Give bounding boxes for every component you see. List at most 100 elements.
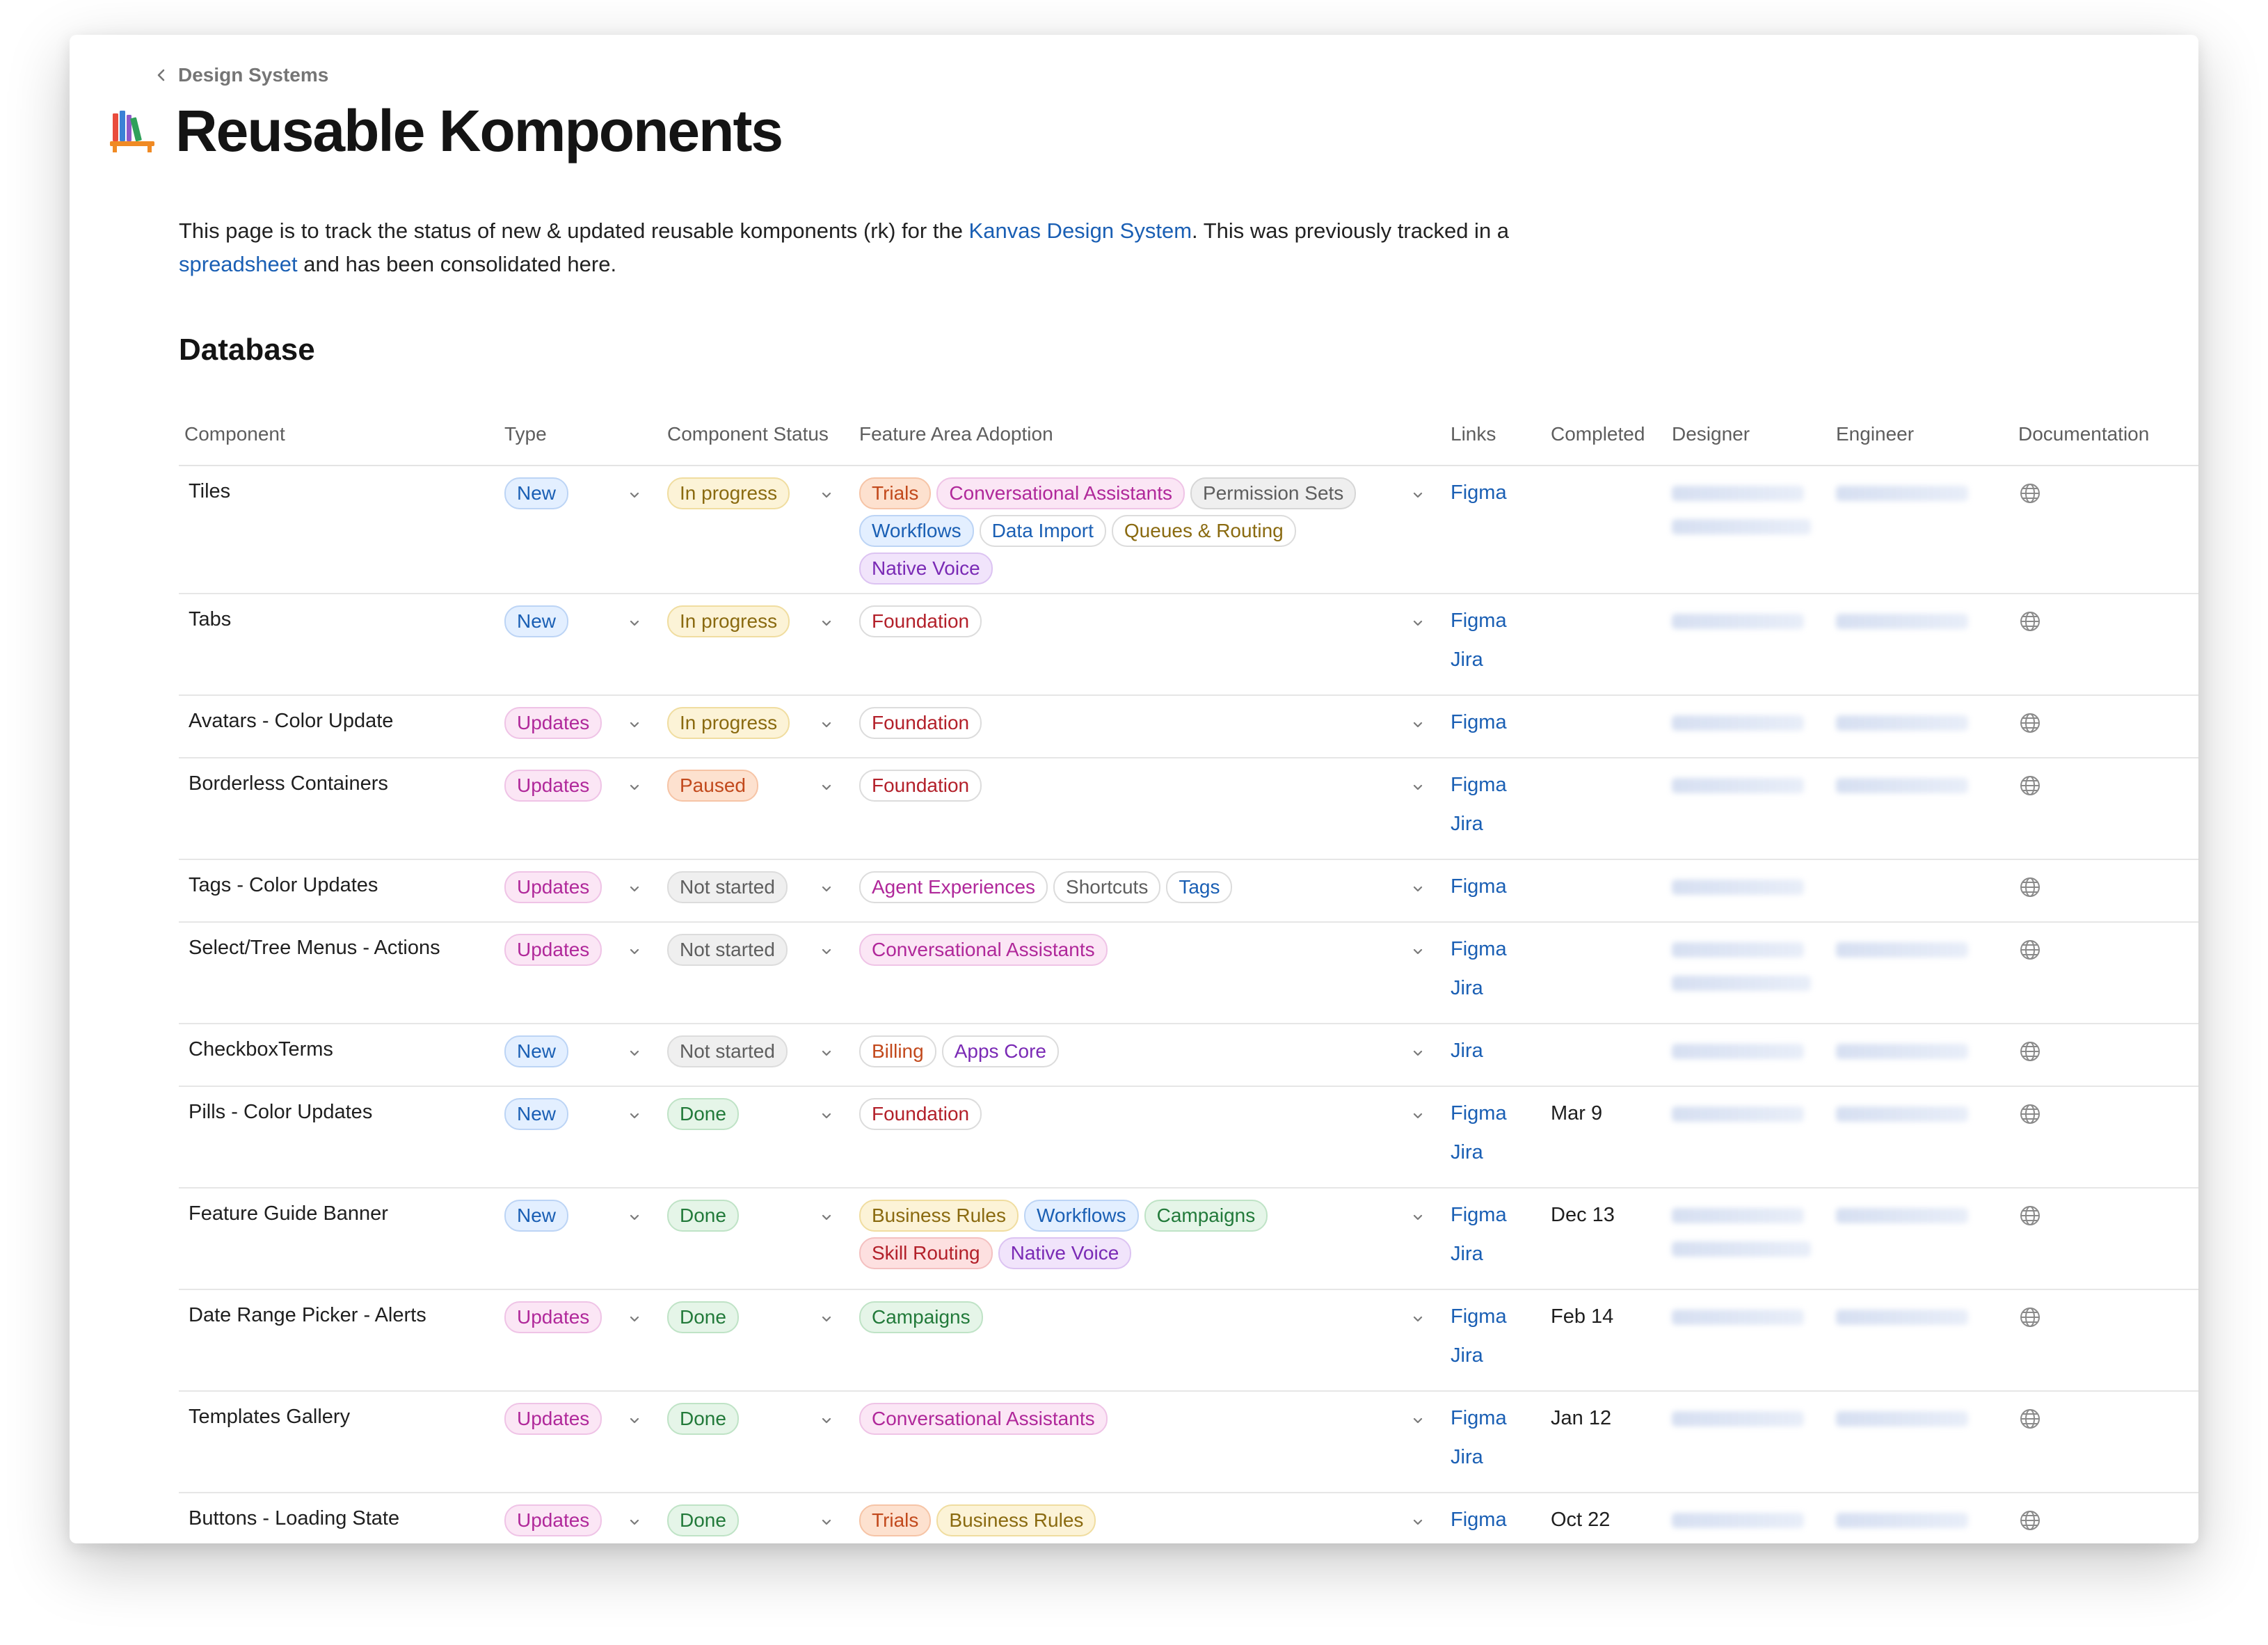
chevron-down-icon[interactable] — [819, 1514, 834, 1529]
chevron-down-icon[interactable] — [819, 1311, 834, 1326]
chevron-down-icon[interactable] — [627, 1514, 642, 1529]
feature-area-pill[interactable]: Conversational Assistants — [859, 934, 1108, 966]
globe-icon[interactable] — [2018, 482, 2042, 505]
breadcrumb[interactable]: Design Systems — [154, 60, 328, 90]
chevron-down-icon[interactable] — [819, 1045, 834, 1060]
table-row[interactable]: Borderless Containers Updates Paused Founda… — [179, 758, 2198, 860]
column-header-feature-area[interactable]: Feature Area Adoption — [859, 423, 1053, 445]
feature-area-pill[interactable]: Workflows — [1023, 1200, 1139, 1232]
chevron-down-icon[interactable] — [1410, 1209, 1426, 1225]
link-figma[interactable]: Figma — [1451, 1204, 1507, 1226]
chevron-down-icon[interactable] — [1410, 779, 1426, 795]
column-header-status[interactable]: Component Status — [667, 423, 829, 445]
feature-area-pill[interactable]: Business Rules — [859, 1200, 1019, 1232]
status-pill[interactable]: In progress — [667, 605, 790, 637]
chevron-down-icon[interactable] — [627, 1311, 642, 1326]
feature-area-pill[interactable]: Native Voice — [998, 1237, 1132, 1269]
chevron-down-icon[interactable] — [1410, 881, 1426, 896]
link-figma[interactable]: Figma — [1451, 1102, 1507, 1125]
column-header-designer[interactable]: Designer — [1672, 423, 1750, 445]
feature-area-pill[interactable]: Native Voice — [859, 553, 993, 585]
type-pill[interactable]: New — [504, 605, 569, 637]
link-figma[interactable]: Figma — [1451, 482, 1507, 504]
chevron-down-icon[interactable] — [1410, 944, 1426, 959]
chevron-down-icon[interactable] — [627, 487, 642, 502]
status-pill[interactable]: Done — [667, 1504, 739, 1536]
type-pill[interactable]: Updates — [504, 1504, 602, 1536]
link-figma[interactable]: Figma — [1451, 774, 1507, 796]
chevron-down-icon[interactable] — [1410, 1108, 1426, 1123]
component-name[interactable]: CheckboxTerms — [189, 1038, 333, 1060]
chevron-down-icon[interactable] — [819, 615, 834, 630]
chevron-down-icon[interactable] — [1410, 615, 1426, 630]
feature-area-pill[interactable]: Foundation — [859, 770, 982, 802]
type-pill[interactable]: New — [504, 1200, 569, 1232]
globe-icon[interactable] — [2018, 875, 2042, 899]
feature-area-pill[interactable]: Apps Core — [941, 1035, 1059, 1067]
chevron-down-icon[interactable] — [1410, 1514, 1426, 1529]
status-pill[interactable]: Done — [667, 1301, 739, 1333]
type-pill[interactable]: Updates — [504, 770, 602, 802]
feature-area-pill[interactable]: Trials — [859, 1504, 932, 1536]
globe-icon[interactable] — [2018, 1040, 2042, 1063]
component-name[interactable]: Tags - Color Updates — [189, 874, 378, 896]
feature-area-pill[interactable]: Campaigns — [859, 1301, 983, 1333]
link-jira[interactable]: Jira — [1451, 977, 1483, 999]
table-row[interactable]: Buttons - Loading State Updates Done Trials… — [179, 1493, 2198, 1543]
link-jira[interactable]: Jira — [1451, 1243, 1483, 1265]
link-figma[interactable]: Figma — [1451, 938, 1507, 960]
chevron-down-icon[interactable] — [627, 717, 642, 732]
status-pill[interactable]: Done — [667, 1200, 739, 1232]
link-figma[interactable]: Figma — [1451, 1509, 1507, 1531]
status-pill[interactable]: Not started — [667, 871, 788, 903]
type-pill[interactable]: Updates — [504, 1403, 602, 1435]
component-name[interactable]: Borderless Containers — [189, 772, 388, 795]
chevron-down-icon[interactable] — [1410, 1311, 1426, 1326]
link-figma[interactable]: Figma — [1451, 711, 1507, 733]
type-pill[interactable]: New — [504, 477, 569, 509]
chevron-down-icon[interactable] — [819, 1209, 834, 1225]
type-pill[interactable]: New — [504, 1098, 569, 1130]
component-name[interactable]: Buttons - Loading State — [189, 1507, 400, 1529]
chevron-down-icon[interactable] — [1410, 1413, 1426, 1428]
spreadsheet-link[interactable]: spreadsheet — [179, 252, 298, 276]
feature-area-pill[interactable]: Skill Routing — [859, 1237, 993, 1269]
status-pill[interactable]: Not started — [667, 934, 788, 966]
globe-icon[interactable] — [2018, 938, 2042, 962]
chevron-down-icon[interactable] — [627, 1413, 642, 1428]
table-row[interactable]: Date Range Picker - Alerts Updates Done Cam… — [179, 1290, 2198, 1392]
table-row[interactable]: Select/Tree Menus - Actions Updates Not st… — [179, 923, 2198, 1024]
component-name[interactable]: Templates Gallery — [189, 1406, 351, 1428]
link-jira[interactable]: Jira — [1451, 1446, 1483, 1468]
table-row[interactable]: Tags - Color Updates Updates Not started Ag… — [179, 860, 2198, 923]
feature-area-pill[interactable]: Shortcuts — [1053, 871, 1161, 903]
table-row[interactable]: Tiles New In progress Trials Conversational … — [179, 466, 2198, 594]
type-pill[interactable]: Updates — [504, 1301, 602, 1333]
feature-area-pill[interactable]: Conversational Assistants — [936, 477, 1185, 509]
chevron-down-icon[interactable] — [627, 944, 642, 959]
feature-area-pill[interactable]: Data Import — [979, 515, 1106, 547]
globe-icon[interactable] — [2018, 1509, 2042, 1532]
column-header-component[interactable]: Component — [184, 423, 285, 445]
status-pill[interactable]: Not started — [667, 1035, 788, 1067]
status-pill[interactable]: Paused — [667, 770, 758, 802]
table-row[interactable]: Tabs New In progress Foundation Figma Jira — [179, 594, 2198, 696]
component-name[interactable]: Pills - Color Updates — [189, 1101, 373, 1123]
table-row[interactable]: CheckboxTerms New Not started Billing Apps C… — [179, 1024, 2198, 1087]
chevron-down-icon[interactable] — [819, 779, 834, 795]
chevron-down-icon[interactable] — [1410, 717, 1426, 732]
feature-area-pill[interactable]: Business Rules — [936, 1504, 1096, 1536]
chevron-down-icon[interactable] — [1410, 1045, 1426, 1060]
feature-area-pill[interactable]: Agent Experiences — [859, 871, 1048, 903]
globe-icon[interactable] — [2018, 711, 2042, 735]
chevron-down-icon[interactable] — [627, 881, 642, 896]
type-pill[interactable]: Updates — [504, 707, 602, 739]
chevron-down-icon[interactable] — [819, 1413, 834, 1428]
link-jira[interactable]: Jira — [1451, 1141, 1483, 1163]
link-jira[interactable]: Jira — [1451, 649, 1483, 671]
feature-area-pill[interactable]: Campaigns — [1144, 1200, 1268, 1232]
chevron-down-icon[interactable] — [1410, 487, 1426, 502]
component-name[interactable]: Date Range Picker - Alerts — [189, 1304, 426, 1326]
chevron-down-icon[interactable] — [627, 1209, 642, 1225]
chevron-down-icon[interactable] — [819, 487, 834, 502]
